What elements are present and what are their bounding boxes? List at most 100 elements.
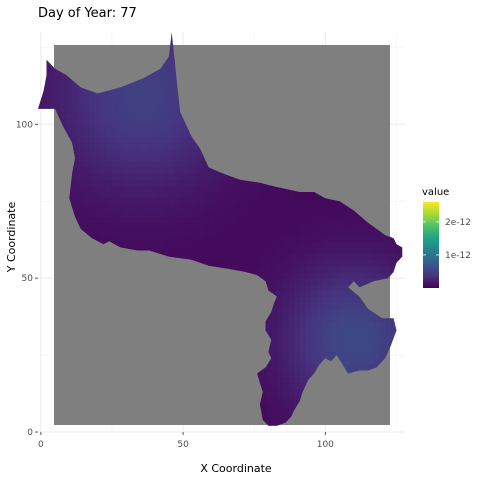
heatmap-cell: [168, 56, 175, 64]
heatmap-cell: [373, 352, 380, 359]
heatmap-cell: [254, 192, 261, 199]
heatmap-cell: [123, 192, 130, 199]
heatmap-cell: [49, 81, 56, 88]
heatmap-cell: [134, 148, 141, 156]
heatmap-cell: [174, 253, 181, 261]
heatmap-cell: [49, 93, 56, 101]
heatmap-cell: [129, 241, 136, 248]
heatmap-cell: [106, 130, 113, 138]
heatmap-cell: [157, 75, 164, 82]
heatmap-cell: [265, 198, 272, 205]
heatmap-cell: [276, 253, 284, 261]
heatmap-cell: [174, 130, 181, 138]
heatmap-cell: [168, 210, 175, 218]
heatmap-cell: [151, 241, 158, 248]
heatmap-cell: [328, 241, 335, 248]
heatmap-cell: [259, 247, 266, 254]
heatmap-cell: [174, 179, 181, 187]
x-tick-label: 0: [38, 440, 44, 450]
heatmap-cell: [89, 118, 96, 125]
heatmap-cell: [322, 278, 329, 285]
heatmap-cell: [197, 222, 204, 230]
heatmap-cell: [242, 235, 249, 242]
heatmap-cell: [288, 290, 295, 298]
heatmap-cell: [163, 241, 170, 248]
heatmap-cell: [89, 99, 96, 107]
heatmap-cell: [322, 272, 329, 279]
heatmap-cell: [146, 173, 153, 181]
heatmap-cell: [208, 185, 215, 193]
heatmap-cell: [225, 216, 232, 224]
heatmap-cell: [282, 308, 289, 316]
heatmap-cell: [242, 241, 249, 248]
heatmap-cell: [237, 204, 244, 211]
heatmap-cell: [265, 216, 272, 224]
heatmap-cell: [345, 272, 352, 279]
heatmap-cell: [220, 210, 227, 218]
heatmap-cell: [350, 272, 358, 279]
heatmap-cell: [350, 352, 358, 359]
heatmap-cell: [276, 327, 284, 334]
heatmap-cell: [305, 315, 312, 322]
heatmap-cell: [140, 222, 147, 230]
heatmap-cell: [197, 155, 204, 162]
heatmap-cell: [299, 241, 306, 248]
heatmap-cell: [140, 81, 147, 88]
heatmap-cell: [129, 124, 136, 131]
heatmap-cell: [242, 259, 249, 267]
heatmap-cell: [151, 210, 158, 218]
heatmap-cell: [180, 179, 187, 187]
heatmap-cell: [368, 235, 375, 242]
heatmap-cell: [333, 265, 340, 273]
heatmap-cell: [339, 315, 346, 322]
heatmap-cell: [385, 265, 392, 273]
heatmap-cell: [259, 185, 266, 193]
heatmap-cell: [163, 185, 170, 193]
heatmap-cell: [72, 136, 79, 144]
heatmap-cell: [191, 210, 198, 218]
heatmap-cell: [276, 339, 284, 347]
heatmap-cell: [276, 315, 284, 322]
heatmap-cell: [276, 352, 284, 359]
heatmap-cell: [299, 216, 306, 224]
heatmap-cell: [237, 179, 244, 187]
heatmap-cell: [305, 327, 312, 334]
heatmap-cell: [294, 388, 301, 396]
heatmap-cell: [237, 247, 244, 254]
heatmap-cell: [379, 327, 386, 334]
heatmap-cell: [94, 198, 101, 205]
colorbar-ticks: 1e-12 2e-12: [423, 218, 471, 261]
y-axis-title: Y Coordinate: [5, 202, 18, 274]
heatmap-cell: [242, 185, 249, 193]
heatmap-cell: [276, 345, 284, 353]
heatmap-cell: [214, 173, 221, 181]
heatmap-cell: [83, 210, 90, 218]
heatmap-cell: [180, 253, 187, 261]
heatmap-cell: [168, 216, 175, 224]
heatmap-cell: [185, 222, 193, 230]
heatmap-cell: [197, 179, 204, 187]
heatmap-cell: [248, 235, 255, 242]
heatmap-cell: [146, 105, 153, 113]
heatmap-cell: [265, 228, 272, 236]
heatmap-cell: [134, 173, 141, 181]
heatmap-cell: [345, 216, 352, 224]
heatmap-cell: [328, 272, 335, 279]
heatmap-cell: [231, 204, 238, 211]
heatmap-cell: [180, 167, 187, 174]
heatmap-cell: [385, 333, 392, 341]
heatmap-cell: [157, 155, 164, 162]
heatmap-cell: [225, 253, 232, 261]
heatmap-cell: [350, 315, 358, 322]
heatmap-cell: [231, 259, 238, 267]
heatmap-cell: [311, 364, 318, 371]
heatmap-cell: [151, 112, 158, 119]
heatmap-cell: [265, 395, 272, 402]
heatmap-cell: [259, 370, 266, 378]
heatmap-cell: [385, 241, 392, 248]
heatmap-cell: [117, 241, 124, 248]
heatmap-cell: [220, 204, 227, 211]
heatmap-cell: [271, 247, 278, 254]
heatmap-cell: [305, 364, 312, 371]
heatmap-cell: [385, 259, 392, 267]
